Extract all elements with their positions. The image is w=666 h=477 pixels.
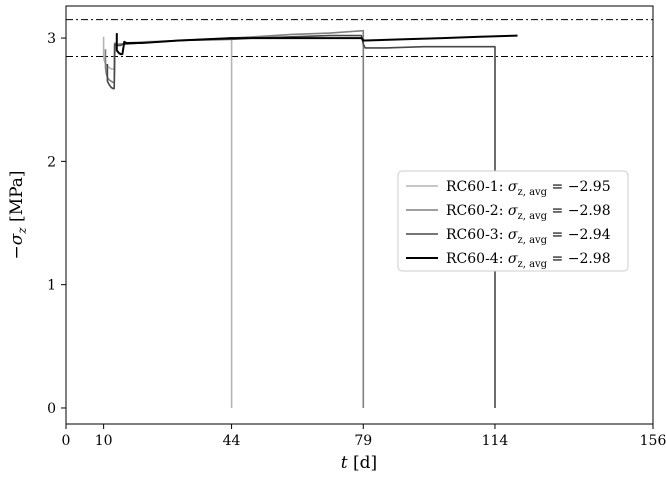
x-axis: 0 10 44 79 114 156	[62, 424, 666, 449]
y-axis-title: −σz [MPa]	[7, 170, 29, 259]
x-axis-title: t [d]	[341, 453, 377, 473]
y-tick-label: 0	[47, 401, 56, 417]
y-axis-subscript: z	[15, 227, 29, 235]
y-tick-label: 1	[47, 278, 56, 294]
x-tick-label: 44	[223, 433, 241, 449]
x-tick-label: 10	[95, 433, 113, 449]
legend-label-rc60-4: RC60-4: σz, avg = −2.98	[446, 251, 611, 270]
y-axis-variable: −σ	[7, 233, 27, 259]
y-axis: 0 1 2 3	[47, 31, 66, 417]
legend-label-rc60-3: RC60-3: σz, avg = −2.94	[446, 227, 611, 246]
plot-frame	[65, 5, 654, 425]
x-axis-variable: t	[341, 453, 348, 473]
x-tick-label: 0	[62, 433, 71, 449]
legend: RC60-1: σz, avg = −2.95 RC60-2: σz, avg =…	[397, 170, 629, 272]
y-axis-unit: [MPa]	[7, 170, 27, 221]
x-tick-label: 79	[354, 433, 372, 449]
x-tick-label: 114	[482, 433, 509, 449]
series-line-rc60-4	[115, 33, 518, 56]
x-tick-label: 156	[640, 433, 666, 449]
legend-label-rc60-1: RC60-1: σz, avg = −2.95	[446, 179, 611, 198]
x-axis-unit: [d]	[353, 453, 377, 473]
legend-box	[397, 170, 629, 272]
legend-label-rc60-2: RC60-2: σz, avg = −2.98	[446, 203, 611, 222]
y-tick-label: 2	[47, 154, 56, 170]
y-tick-label: 3	[47, 31, 56, 47]
series-layer	[102, 29, 518, 408]
